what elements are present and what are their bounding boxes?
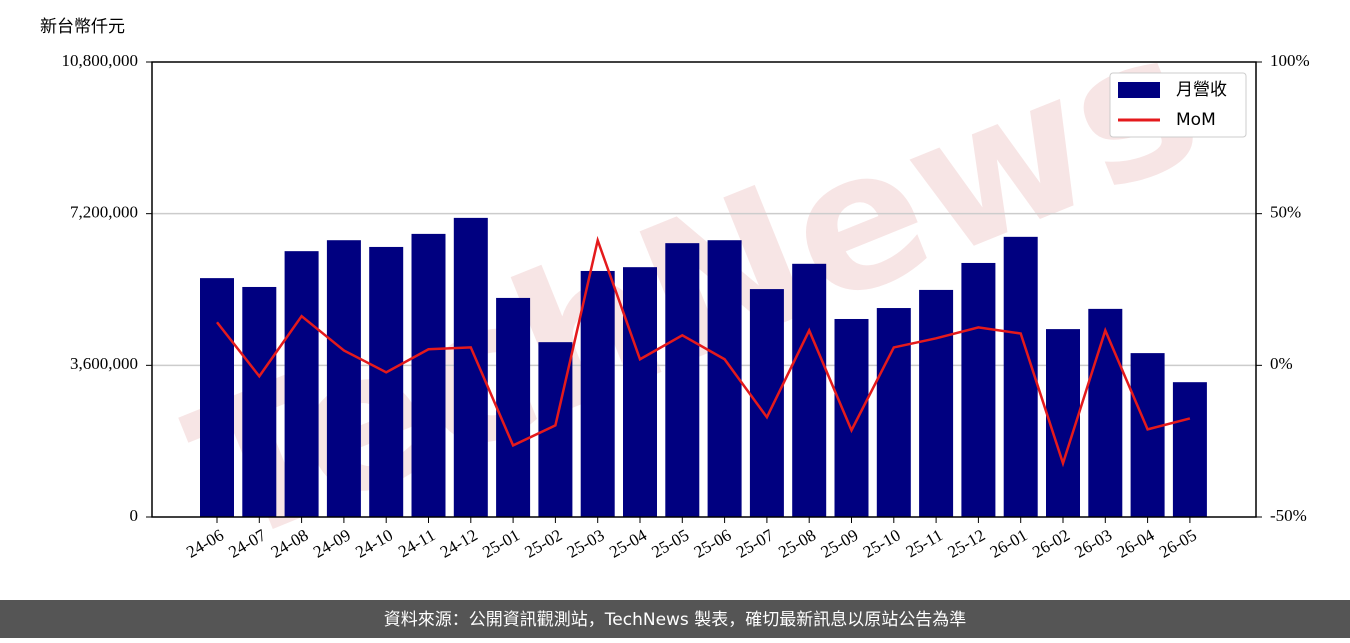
- bar: [200, 278, 234, 517]
- x-tick-label: 25-10: [860, 525, 904, 561]
- x-tick-label: 26-03: [1071, 525, 1115, 561]
- footer-bar: [0, 600, 1350, 638]
- bar: [707, 240, 742, 518]
- y2-tick-label: 50%: [1270, 203, 1301, 222]
- bar: [580, 270, 615, 517]
- bar: [242, 286, 277, 517]
- bar: [1172, 382, 1207, 517]
- y-tick-label: 10,800,000: [62, 51, 139, 70]
- y2-tick-label: 100%: [1270, 51, 1310, 70]
- x-tick-label: 25-12: [944, 525, 988, 561]
- bar: [1046, 329, 1080, 517]
- x-tick-label: 25-06: [691, 525, 735, 561]
- bar: [665, 243, 700, 517]
- line: [216, 235, 1191, 468]
- bar: [834, 318, 869, 517]
- bar: [1003, 236, 1038, 518]
- x-tick-label: 26-04: [1114, 525, 1158, 562]
- x-tick-label: 25-07: [733, 525, 777, 562]
- x-tick-label: 25-01: [479, 525, 523, 561]
- bar: [496, 297, 531, 517]
- x-tick-label: 24-12: [437, 525, 481, 561]
- plot-frame: [151, 61, 1257, 518]
- y-tick-label: 0: [130, 506, 139, 525]
- x-tick-label: 25-08: [775, 525, 819, 561]
- bar: [411, 233, 446, 517]
- bar: [749, 289, 784, 517]
- legend-swatch: [1118, 82, 1160, 98]
- y-tick-label: 7,200,000: [70, 203, 138, 222]
- x-tick-label: 25-11: [903, 525, 946, 561]
- x-tick-label: 25-09: [818, 525, 862, 561]
- y-tick-label: 3,600,000: [70, 354, 138, 373]
- bar: [919, 289, 954, 517]
- bar: [623, 267, 657, 517]
- x-tick-label: 25-03: [564, 525, 608, 561]
- x-tick-label: 26-02: [1029, 525, 1073, 561]
- y-axis-label: 新台幣仟元: [40, 17, 125, 37]
- footer: 資料來源：公開資訊觀測站，TechNews 製表，確切最新訊息以原站公告為準: [384, 610, 966, 630]
- y2-tick-label: 0%: [1270, 354, 1293, 373]
- x-tick-label: 26-05: [1156, 525, 1200, 561]
- x-tick-label: 24-11: [395, 525, 438, 561]
- bar: [876, 308, 911, 517]
- bar: [961, 262, 996, 517]
- legend-label: MoM: [1176, 110, 1216, 130]
- bar: [792, 263, 827, 517]
- x-tick-label: 26-01: [987, 525, 1031, 561]
- x-tick-label: 25-04: [606, 525, 650, 562]
- bar: [369, 246, 404, 517]
- y2-tick-label: -50%: [1270, 506, 1307, 525]
- bar: [284, 251, 319, 517]
- bar: [453, 217, 488, 517]
- bar: [1130, 353, 1165, 517]
- legend-label: 月營收: [1176, 80, 1227, 100]
- x-tick-label: 25-02: [521, 525, 565, 561]
- x-tick-label: 25-05: [648, 525, 692, 561]
- bar: [1088, 308, 1123, 517]
- bar: [326, 240, 361, 518]
- x-tick-label: 24-06: [183, 525, 227, 561]
